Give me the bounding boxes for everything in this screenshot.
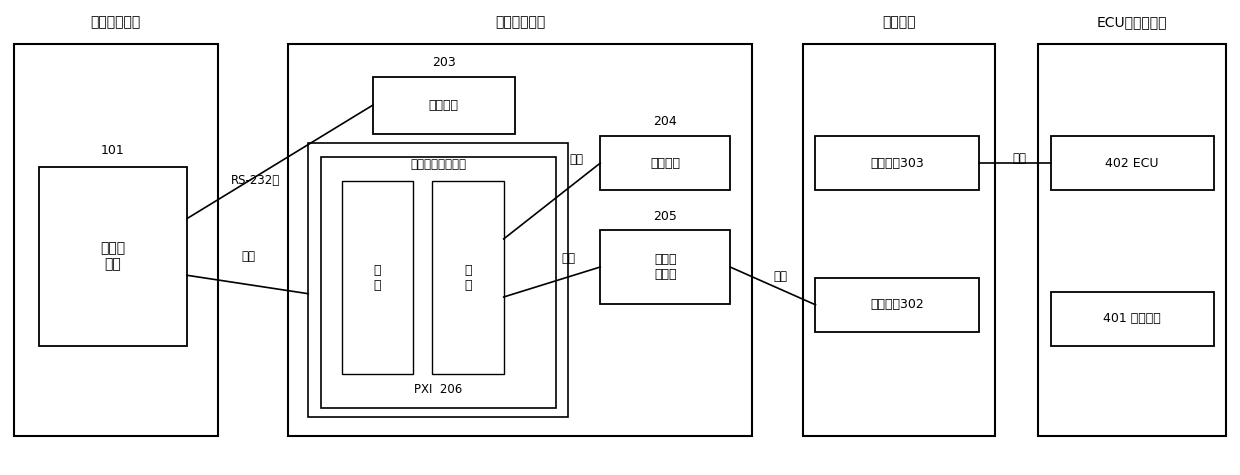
Text: 401 实物负载: 401 实物负载 — [1104, 313, 1161, 325]
Text: 程控电源: 程控电源 — [429, 99, 459, 112]
Text: 虚拟仪器测试平台: 虚拟仪器测试平台 — [410, 158, 466, 171]
Bar — [14, 44, 218, 436]
Text: 板
卡: 板 卡 — [464, 264, 471, 292]
Text: 101: 101 — [100, 143, 124, 157]
Bar — [1038, 44, 1226, 436]
Text: PXI  206: PXI 206 — [414, 383, 463, 396]
Bar — [600, 230, 730, 304]
Text: 导线: 导线 — [1013, 152, 1027, 165]
Bar — [816, 136, 978, 190]
Text: 模
型: 模 型 — [373, 264, 381, 292]
Text: RS-232线: RS-232线 — [231, 174, 280, 187]
Text: 跳线装置: 跳线装置 — [882, 16, 916, 29]
Bar — [804, 44, 994, 436]
Text: ECU及实物负载: ECU及实物负载 — [1097, 16, 1167, 29]
Text: 模拟负载: 模拟负载 — [650, 157, 681, 170]
Bar — [289, 44, 753, 436]
Bar — [342, 181, 413, 374]
Text: 导线: 导线 — [774, 270, 787, 283]
Text: 仿真环境设备: 仿真环境设备 — [495, 16, 546, 29]
Text: 输入接口302: 输入接口302 — [870, 298, 924, 311]
Text: 203: 203 — [432, 56, 455, 69]
Text: 导线: 导线 — [560, 252, 575, 265]
Bar — [38, 167, 187, 346]
Text: 输出接口303: 输出接口303 — [870, 157, 924, 170]
Text: 工作站
主机: 工作站 主机 — [100, 241, 125, 272]
Text: 205: 205 — [653, 210, 677, 223]
Text: 网线: 网线 — [242, 250, 255, 263]
Bar — [1050, 136, 1214, 190]
Text: 信号调
理电路: 信号调 理电路 — [653, 253, 676, 281]
Bar — [816, 278, 978, 332]
Bar — [432, 181, 503, 374]
Bar — [372, 77, 515, 133]
Text: 运行监控设备: 运行监控设备 — [91, 16, 141, 29]
Text: 402 ECU: 402 ECU — [1105, 157, 1159, 170]
Bar — [309, 143, 568, 417]
Bar — [600, 136, 730, 190]
Bar — [1050, 292, 1214, 346]
Bar — [321, 157, 556, 408]
Text: 204: 204 — [653, 115, 677, 128]
Text: 导线: 导线 — [569, 153, 584, 166]
